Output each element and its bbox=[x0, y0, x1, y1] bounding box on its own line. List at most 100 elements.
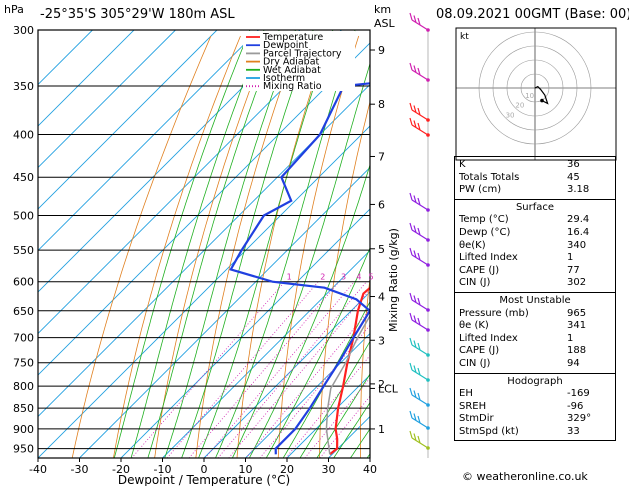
stat-value: 16.4 bbox=[567, 226, 590, 238]
wind-barb bbox=[409, 102, 429, 121]
stat-row: CIN (J) 94 bbox=[455, 358, 615, 371]
mixing-ratio-label: 1 bbox=[287, 273, 292, 282]
footer-credit: © weatheronline.co.uk bbox=[462, 470, 588, 483]
km-tick-label: 7 bbox=[378, 150, 385, 163]
stats-top: K 36 Totals Totals 45 PW (cm) 3.18 bbox=[455, 157, 615, 199]
pressure-tick-label: 600 bbox=[13, 276, 34, 289]
hodograph-ring bbox=[492, 45, 578, 131]
wind-barb bbox=[409, 337, 429, 356]
dry-adiabat-line bbox=[113, 35, 241, 458]
isotherm-line bbox=[162, 249, 370, 458]
dry-adiabat-line bbox=[277, 35, 360, 458]
location-title: -25°35'S 305°29'W 180m ASL bbox=[40, 7, 235, 22]
stat-label: Dewp (°C) bbox=[459, 226, 511, 238]
stat-row: Lifted Index 1 bbox=[455, 252, 615, 265]
isotherm-line bbox=[38, 30, 218, 210]
x-axis-label: Dewpoint / Temperature (°C) bbox=[118, 473, 290, 486]
stat-label: CIN (J) bbox=[459, 357, 491, 369]
dry-adiabat-line bbox=[236, 35, 330, 458]
pressure-tick-label: 650 bbox=[13, 305, 34, 318]
stat-value: 329° bbox=[567, 413, 592, 425]
stat-value: 94 bbox=[567, 357, 580, 369]
stat-value: 1 bbox=[567, 332, 574, 344]
wind-barb bbox=[409, 117, 429, 136]
mixing-ratio-line bbox=[285, 354, 370, 458]
stat-label: Totals Totals bbox=[459, 171, 520, 183]
isotherm-line bbox=[203, 291, 370, 458]
km-tick-label: 9 bbox=[378, 44, 385, 57]
km-tick-label: 8 bbox=[378, 98, 385, 111]
stat-row: Dewp (°C) 16.4 bbox=[455, 227, 615, 240]
legend-label: Dewpoint bbox=[263, 40, 308, 51]
stat-label: K bbox=[459, 159, 466, 170]
wind-barb bbox=[409, 292, 429, 311]
wet-adiabat-line bbox=[147, 30, 280, 458]
pressure-tick-label: 450 bbox=[13, 171, 34, 184]
stat-label: EH bbox=[459, 388, 473, 400]
section-title: Hodograph bbox=[507, 375, 563, 387]
temp-tick-label: -20 bbox=[112, 463, 130, 476]
pressure-tick-label: 800 bbox=[13, 380, 34, 393]
pressure-tick-label: 750 bbox=[13, 357, 34, 370]
series-line-parcel-trajectory bbox=[325, 314, 370, 455]
isotherm-line bbox=[38, 125, 370, 458]
temp-tick-label: -30 bbox=[71, 463, 89, 476]
stat-value: -169 bbox=[567, 388, 590, 400]
temp-tick-label: 0 bbox=[201, 463, 208, 476]
pressure-tick-label: 950 bbox=[13, 443, 34, 456]
stat-label: Pressure (mb) bbox=[459, 307, 529, 319]
wind-barb bbox=[409, 192, 429, 211]
stat-label: θe (K) bbox=[459, 320, 489, 332]
y2-axis-label: Mixing Ratio (g/kg) bbox=[387, 228, 400, 332]
isotherm-line bbox=[38, 30, 342, 335]
stats-table: K 36 Totals Totals 45 PW (cm) 3.18 Surface … bbox=[454, 156, 616, 442]
temp-tick-label: 10 bbox=[239, 463, 253, 476]
temp-tick-label: 40 bbox=[363, 463, 377, 476]
stat-label: Lifted Index bbox=[459, 252, 518, 264]
wet-adiabat-line bbox=[215, 30, 356, 458]
temp-tick-label: 20 bbox=[280, 463, 294, 476]
temp-tick-label: 30 bbox=[322, 463, 336, 476]
mixing-ratio-label: 5 bbox=[368, 273, 373, 282]
stat-row: EH -169 bbox=[455, 388, 615, 401]
isotherm-line bbox=[38, 30, 301, 293]
pressure-tick-label: 400 bbox=[13, 128, 34, 141]
stat-label: Lifted Index bbox=[459, 332, 518, 344]
isotherm-line bbox=[79, 166, 370, 458]
km-label: km bbox=[374, 3, 392, 16]
hodograph-storm-point bbox=[540, 98, 544, 103]
hodograph-ring-label: 10 bbox=[525, 92, 534, 100]
wind-barb bbox=[409, 410, 429, 429]
stat-label: CAPE (J) bbox=[459, 264, 500, 276]
legend-label: Parcel Trajectory bbox=[263, 48, 342, 59]
wet-adiabat-line bbox=[316, 373, 370, 458]
stat-row: CIN (J) 302 bbox=[455, 277, 615, 290]
km-tick-label: 4 bbox=[378, 291, 385, 304]
km-tick-label: 5 bbox=[378, 243, 385, 256]
temp-tick-label: -40 bbox=[29, 463, 47, 476]
stat-label: StmSpd (kt) bbox=[459, 425, 519, 437]
stat-label: StmDir bbox=[459, 413, 494, 425]
stat-row: θe(K) 340 bbox=[455, 240, 615, 253]
stats-surface: Surface Temp (°C) 29.4 Dewp (°C) 16.4 θe(K… bbox=[455, 198, 615, 292]
stats-hodograph: Hodograph EH -169 SREH -96 StmDir 329° StmS… bbox=[455, 372, 615, 441]
stat-value: 36 bbox=[567, 159, 580, 170]
pressure-tick-label: 550 bbox=[13, 244, 34, 257]
stat-row: Lifted Index 1 bbox=[455, 333, 615, 346]
pressure-tick-label: 700 bbox=[13, 332, 34, 345]
wind-barb bbox=[409, 222, 429, 241]
wet-adiabat-line bbox=[333, 402, 370, 458]
km-tick-label: 1 bbox=[378, 423, 385, 436]
series-line-dewpoint bbox=[229, 82, 370, 455]
stat-label: PW (cm) bbox=[459, 184, 502, 196]
stat-value: -96 bbox=[567, 400, 584, 412]
km-tick-label: 6 bbox=[378, 198, 385, 211]
stat-value: 33 bbox=[567, 425, 580, 437]
pressure-tick-label: 300 bbox=[13, 24, 34, 37]
hodograph-ring-label: 30 bbox=[506, 111, 515, 119]
stat-row: StmDir 329° bbox=[455, 413, 615, 426]
km-tick-label: LCL bbox=[378, 382, 399, 395]
stat-label: θe(K) bbox=[459, 239, 486, 251]
mixing-ratio-label: 4 bbox=[356, 273, 361, 282]
stat-row: StmSpd (kt) 33 bbox=[455, 426, 615, 439]
